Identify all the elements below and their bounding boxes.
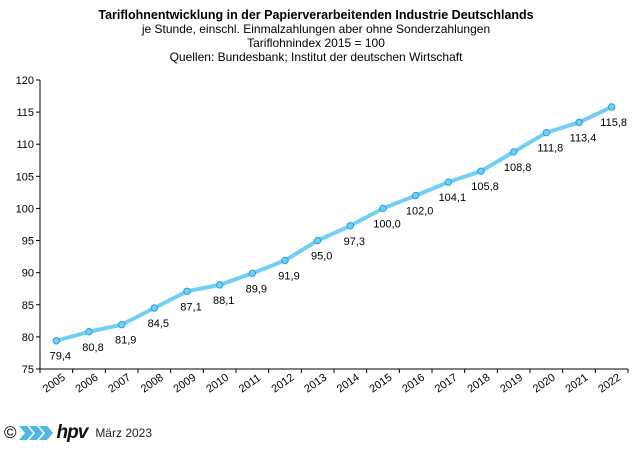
chart-title: Tariflohnentwicklung in der Papierverarb…: [98, 8, 534, 22]
data-label: 95,0: [311, 251, 332, 263]
data-point: [607, 103, 616, 111]
data-point: [85, 328, 93, 336]
y-tick-label: 80: [22, 332, 34, 344]
chart-subtitle-2: Tariflohnindex 2015 = 100: [247, 36, 385, 50]
x-tick-label: 2010: [204, 372, 231, 396]
data-label: 97,3: [344, 236, 365, 248]
data-point: [346, 222, 355, 230]
data-point: [183, 287, 191, 295]
y-tick-label: 115: [16, 107, 34, 119]
brand-logo: hpv: [56, 422, 89, 443]
data-point: [150, 304, 159, 312]
x-tick-label: 2018: [466, 372, 493, 396]
data-label: 108,8: [504, 162, 532, 174]
x-tick-label: 2022: [596, 372, 623, 396]
copyright-symbol: ©: [4, 423, 17, 442]
data-label: 104,1: [439, 192, 467, 204]
data-label: 81,9: [115, 335, 136, 347]
data-point: [444, 178, 453, 186]
data-point: [248, 269, 257, 278]
x-tick-label: 2008: [139, 372, 166, 396]
data-label: 84,5: [148, 318, 169, 330]
data-label: 111,8: [537, 143, 563, 155]
y-tick-label: 75: [22, 364, 34, 376]
y-tick-label: 105: [16, 171, 34, 183]
logo-arrows-icon: [18, 424, 53, 442]
chart-subtitle-3: Quellen: Bundesbank; Institut der deutsc…: [169, 50, 463, 64]
data-point: [509, 148, 518, 156]
data-label: 105,8: [471, 181, 499, 193]
data-label: 79,4: [50, 351, 71, 363]
data-point: [575, 118, 583, 127]
data-label: 102,0: [406, 206, 434, 218]
data-label: 89,9: [246, 283, 267, 295]
data-point: [215, 281, 224, 289]
x-tick-label: 2014: [335, 372, 362, 396]
y-tick-label: 110: [16, 139, 34, 151]
data-point: [313, 236, 322, 245]
data-point: [281, 256, 289, 265]
footer: © hpv März 2023: [4, 422, 152, 444]
x-tick-label: 2006: [74, 372, 101, 396]
data-label: 80,8: [82, 342, 103, 354]
chart-titles: Tariflohnentwicklung in der Papierverarb…: [0, 8, 632, 64]
data-point: [117, 320, 126, 329]
data-point: [477, 167, 485, 175]
x-tick-label: 2011: [237, 372, 263, 395]
x-tick-label: 2012: [270, 372, 297, 396]
x-tick-label: 2021: [564, 372, 591, 396]
series-line: [54, 104, 614, 343]
data-label: 113,4: [570, 132, 597, 144]
data-point: [379, 204, 387, 213]
data-label: 100,0: [373, 218, 401, 230]
x-tick-label: 2017: [433, 372, 460, 396]
data-label: 87,1: [180, 301, 201, 313]
x-tick-label: 2020: [531, 372, 558, 396]
data-label: 91,9: [278, 270, 299, 282]
y-tick-label: 85: [22, 300, 34, 312]
data-point: [52, 337, 61, 345]
data-point: [411, 191, 420, 200]
y-tick-label: 100: [16, 203, 34, 215]
x-tick-label: 2013: [302, 372, 329, 396]
y-tick-label: 90: [22, 268, 34, 280]
footer-date: März 2023: [95, 426, 153, 440]
y-tick-label: 120: [16, 75, 34, 87]
x-tick-label: 2015: [368, 372, 395, 396]
x-tick-label: 2016: [400, 372, 427, 396]
data-label: 88,1: [213, 295, 234, 307]
data-point: [542, 128, 551, 137]
x-tick-label: 2009: [172, 372, 199, 396]
x-tick-label: 2005: [41, 372, 68, 396]
y-tick-label: 95: [22, 236, 34, 248]
data-label: 115,8: [600, 117, 627, 129]
x-tick-label: 2019: [498, 372, 525, 396]
chart-subtitle-1: je Stunde, einschl. Einmalzahlungen aber…: [141, 22, 491, 36]
x-tick-label: 2007: [106, 372, 133, 396]
